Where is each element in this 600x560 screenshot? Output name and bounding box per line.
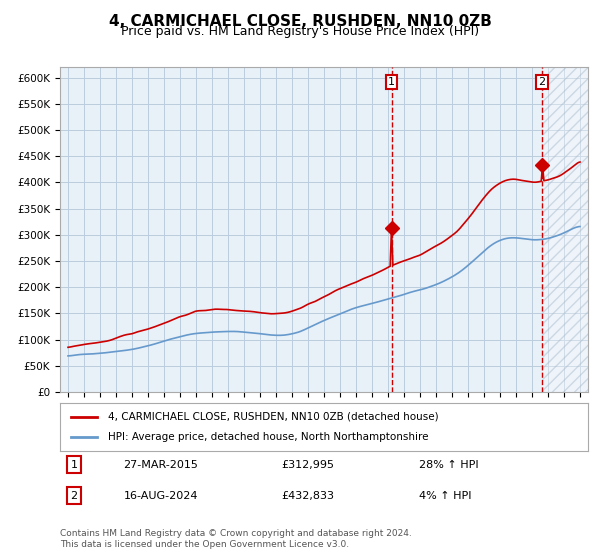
Text: Price paid vs. HM Land Registry's House Price Index (HPI): Price paid vs. HM Land Registry's House … xyxy=(121,25,479,38)
Text: £432,833: £432,833 xyxy=(282,491,335,501)
Text: 16-AUG-2024: 16-AUG-2024 xyxy=(124,491,198,501)
Bar xyxy=(542,67,588,392)
Text: 4, CARMICHAEL CLOSE, RUSHDEN, NN10 0ZB: 4, CARMICHAEL CLOSE, RUSHDEN, NN10 0ZB xyxy=(109,14,491,29)
Text: 4% ↑ HPI: 4% ↑ HPI xyxy=(419,491,472,501)
Text: 1: 1 xyxy=(71,460,77,470)
Text: HPI: Average price, detached house, North Northamptonshire: HPI: Average price, detached house, Nort… xyxy=(107,432,428,442)
Text: 28% ↑ HPI: 28% ↑ HPI xyxy=(419,460,479,470)
Text: 4, CARMICHAEL CLOSE, RUSHDEN, NN10 0ZB (detached house): 4, CARMICHAEL CLOSE, RUSHDEN, NN10 0ZB (… xyxy=(107,412,438,422)
Text: 2: 2 xyxy=(71,491,77,501)
Bar xyxy=(542,67,588,392)
Text: Contains HM Land Registry data © Crown copyright and database right 2024.
This d: Contains HM Land Registry data © Crown c… xyxy=(60,529,412,549)
Text: 2: 2 xyxy=(538,77,545,87)
Text: 1: 1 xyxy=(388,77,395,87)
Text: £312,995: £312,995 xyxy=(282,460,335,470)
Text: 27-MAR-2015: 27-MAR-2015 xyxy=(124,460,198,470)
